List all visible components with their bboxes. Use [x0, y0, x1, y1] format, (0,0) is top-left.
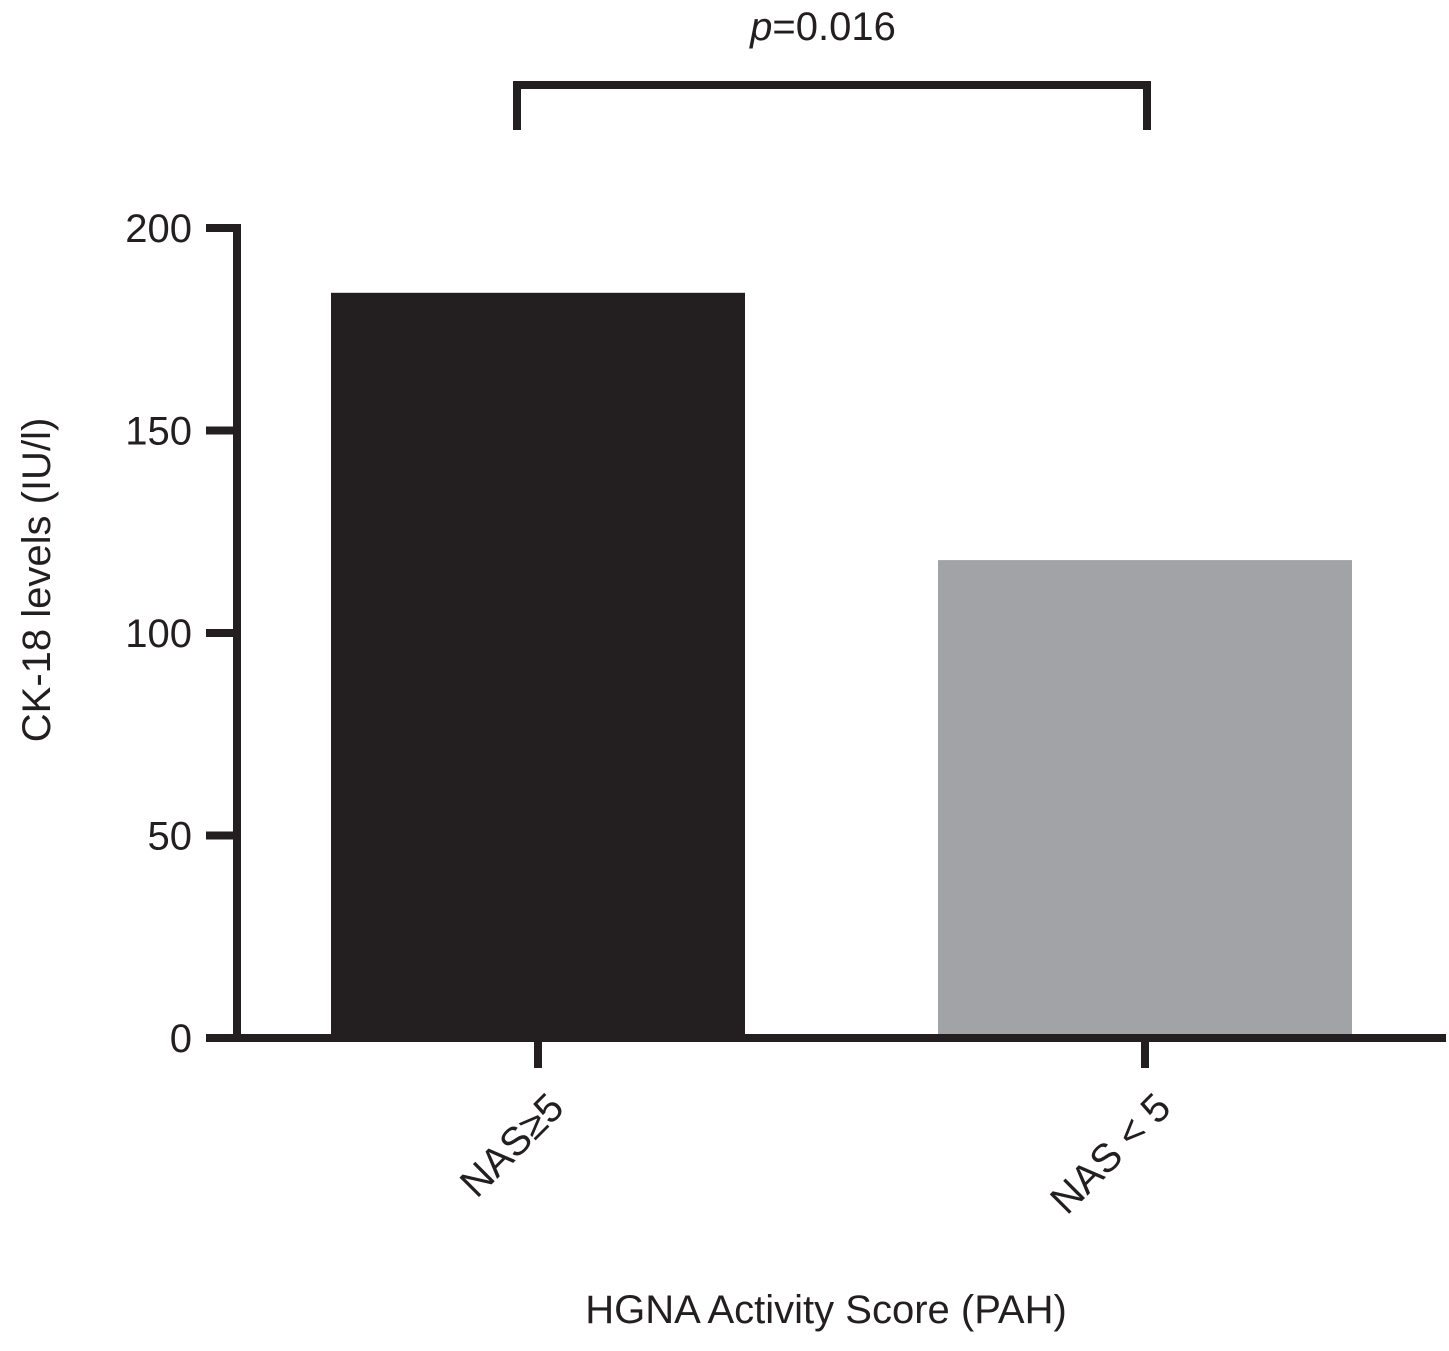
x-axis-title: HGNA Activity Score (PAH): [585, 1288, 1067, 1332]
x-category-label: NAS < 5: [1042, 1085, 1179, 1222]
y-axis-title: CK-18 levels (IU/l): [15, 418, 59, 743]
p-value-symbol: p: [749, 5, 772, 49]
p-value-annotation: p=0.016: [749, 5, 896, 49]
bars-group: [331, 292, 1352, 1038]
bar-nas-ge-5: [331, 292, 745, 1038]
y-tick-label: 150: [125, 410, 192, 454]
x-ticks-group: NAS≥5 NAS < 5: [452, 1038, 1179, 1222]
p-value-text: =0.016: [772, 5, 895, 49]
y-tick-label: 50: [148, 815, 193, 859]
y-tick-label: 200: [125, 207, 192, 251]
significance-bracket: [513, 81, 1151, 130]
y-ticks-group: 0 50 100 150 200: [125, 207, 237, 1061]
x-category-label: NAS≥5: [452, 1085, 573, 1206]
bar-nas-lt-5: [938, 560, 1352, 1038]
y-tick-label: 0: [170, 1017, 192, 1061]
y-tick-label: 100: [125, 612, 192, 656]
